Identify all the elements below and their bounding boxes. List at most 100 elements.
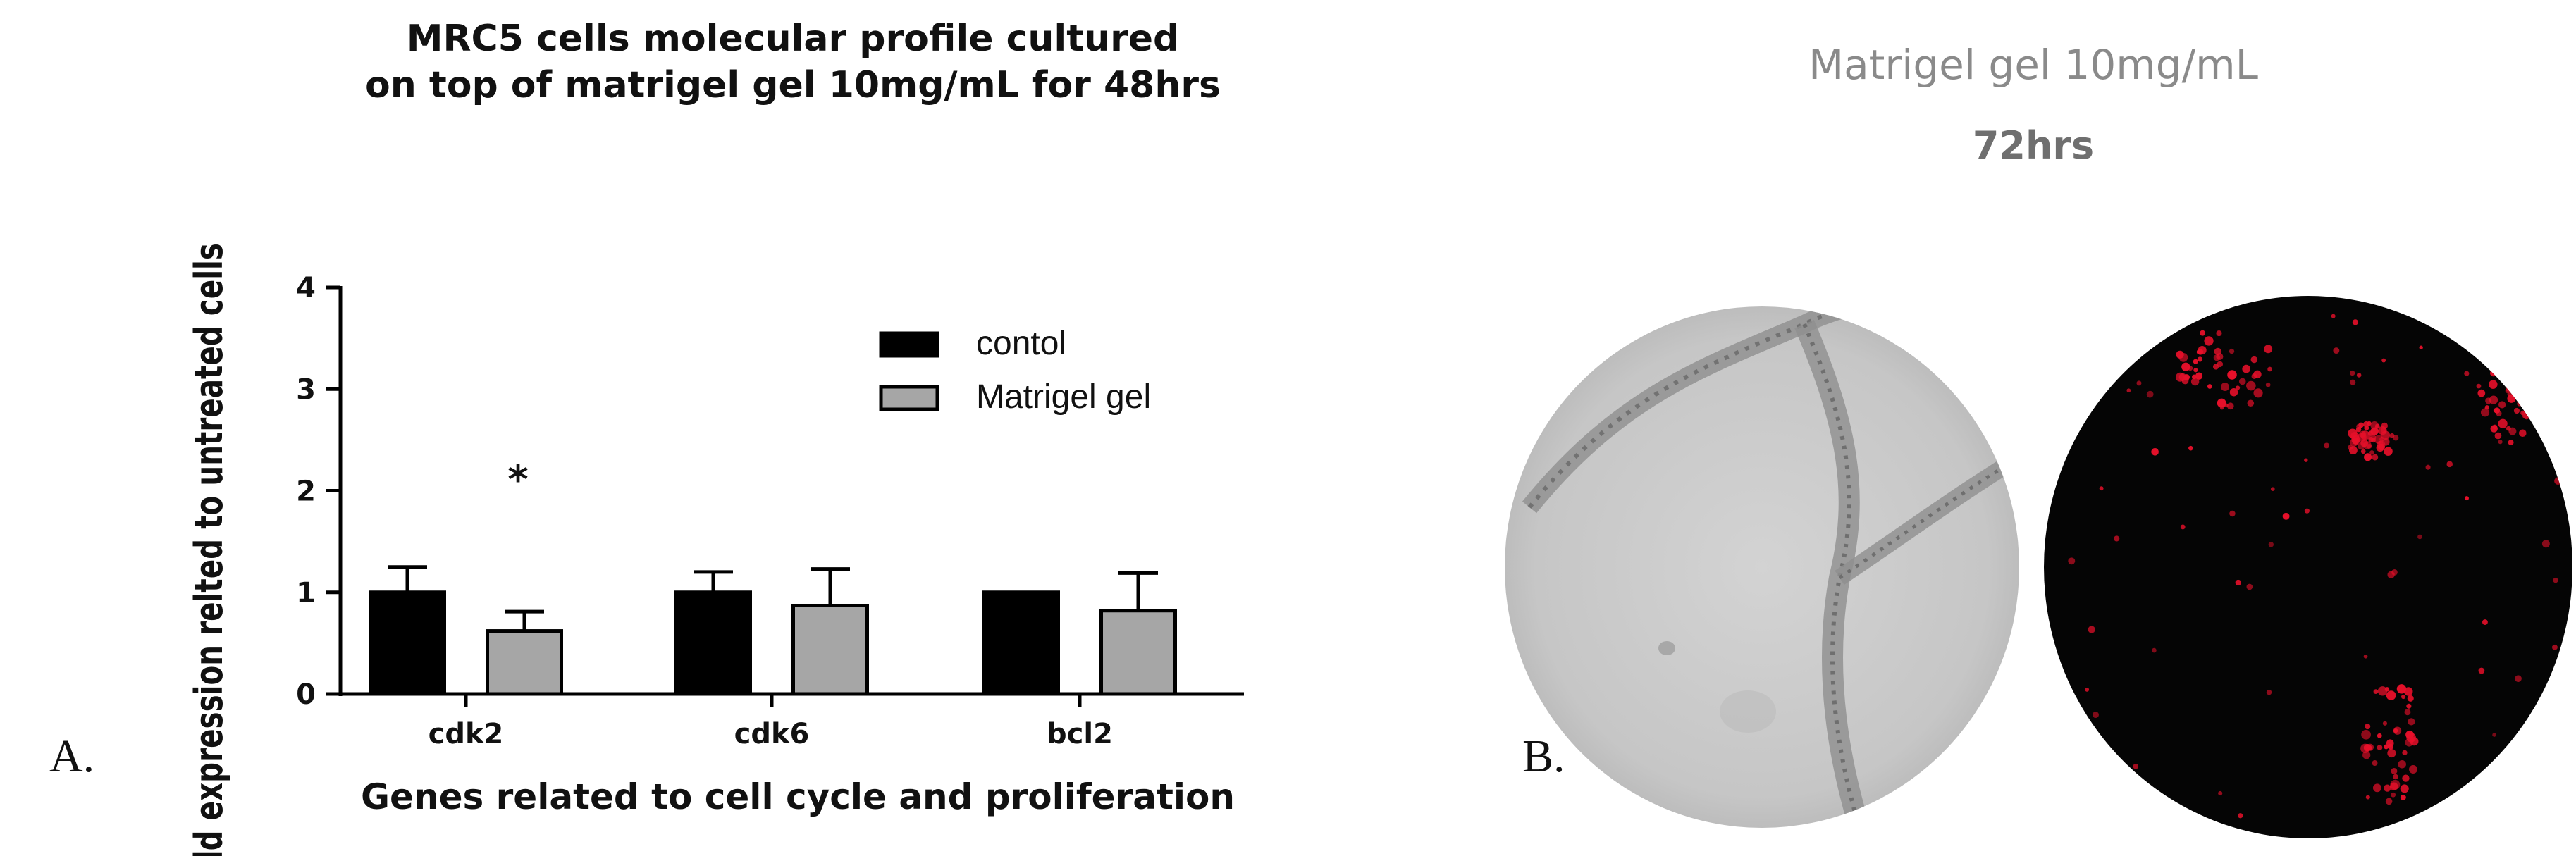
fluorescent-cell xyxy=(2406,703,2412,709)
fluorescent-cell xyxy=(2385,272,2390,277)
fluorescent-cell xyxy=(2136,304,2145,314)
fluorescent-cell xyxy=(2445,275,2449,279)
fluorescent-cell xyxy=(2265,382,2271,387)
fluorescent-cell xyxy=(2498,401,2506,409)
fluorescent-cell xyxy=(2361,729,2371,740)
fluorescent-cell xyxy=(2381,296,2391,297)
fluorescent-cell xyxy=(2391,792,2396,798)
fluorescent-cell xyxy=(2391,569,2398,576)
fluorescent-cell xyxy=(2519,368,2527,375)
fluorescent-cell xyxy=(2352,319,2358,325)
fluorescent-cell xyxy=(2369,434,2377,442)
fluorescent-cell xyxy=(2532,380,2542,390)
fluorescent-cell xyxy=(2384,296,2393,305)
fluorescent-cell xyxy=(2143,280,2152,290)
fluorescent-cell xyxy=(2363,654,2368,659)
fluorescent-cell xyxy=(2085,688,2090,692)
fluorescent-cell xyxy=(2157,285,2167,295)
panel-a-letter: A. xyxy=(49,731,94,782)
fluorescent-cell xyxy=(2159,296,2169,302)
fluorescent-cell xyxy=(2140,311,2147,318)
fluorescent-cell xyxy=(2442,267,2451,275)
fluorescent-cell xyxy=(2146,390,2154,398)
fluorescent-cell xyxy=(2417,534,2422,540)
fluorescent-cell xyxy=(2145,296,2155,297)
fluorescent-cell xyxy=(2522,410,2531,419)
fluorescent-cell xyxy=(2333,347,2340,354)
fluorescent-cell xyxy=(2196,349,2202,354)
fluorescent-cell xyxy=(2446,273,2453,280)
fluorescent-cell xyxy=(2402,280,2412,290)
fluorescent-cell xyxy=(2304,508,2310,514)
fluorescent-cell xyxy=(2377,287,2384,294)
fluorescent-cell xyxy=(2521,381,2531,391)
fluorescent-cell xyxy=(2144,296,2153,302)
chart-legend: contol Matrigel gel xyxy=(879,325,1151,416)
fluorescent-cell xyxy=(2363,744,2372,752)
fluorescent-cell xyxy=(2162,309,2167,314)
fluorescent-cell xyxy=(2396,684,2407,694)
fluorescent-cell xyxy=(2437,296,2446,304)
legend-swatch-control xyxy=(879,331,939,358)
fluorescent-cell xyxy=(2412,284,2416,288)
fluorescent-cell xyxy=(2352,438,2360,445)
fluorescent-cell xyxy=(2190,377,2200,386)
fluorescent-cell xyxy=(2229,510,2236,517)
fluorescent-cell xyxy=(2515,675,2522,683)
fluorescent-cell xyxy=(2152,298,2160,306)
fluorescent-cell xyxy=(2490,425,2498,433)
fluorescent-cell xyxy=(2147,276,2155,283)
fluorescent-cell xyxy=(2229,371,2234,376)
fluorescent-cell xyxy=(2212,364,2219,370)
fluorescent-cell xyxy=(2188,445,2193,451)
fluorescent-cell xyxy=(2221,383,2229,392)
bar-bcl2-control xyxy=(982,590,1060,696)
fluorescent-cell xyxy=(2400,784,2409,793)
fluorescent-cell xyxy=(2092,712,2099,719)
fluorescent-cell xyxy=(2251,373,2257,379)
bar-cdk2-control xyxy=(369,590,446,696)
fluorescent-cell xyxy=(2159,297,2167,304)
fluorescent-cell xyxy=(2159,296,2165,299)
fluorescent-cell xyxy=(2150,799,2157,806)
fluorescent-cell xyxy=(2152,287,2161,296)
fluorescent-cell xyxy=(2158,307,2167,316)
fluorescent-cell xyxy=(2554,477,2562,485)
fluorescent-cell xyxy=(2133,763,2139,769)
fluorescent-cell xyxy=(2384,447,2393,456)
fluorescent-cell xyxy=(2169,297,2178,305)
fluorescent-cell xyxy=(2387,749,2396,758)
fluorescent-cell xyxy=(2384,266,2391,273)
fluorescent-cell xyxy=(2535,382,2541,388)
fluorescent-cell xyxy=(2369,450,2374,455)
fluorescent-cell xyxy=(2238,378,2246,385)
fluorescent-cell xyxy=(2169,287,2174,292)
fluorescent-cell xyxy=(2386,739,2394,748)
fluorescent-cell xyxy=(2553,578,2558,583)
fluorescent-cell xyxy=(2520,399,2528,407)
fluorescent-cell xyxy=(2408,718,2415,726)
fluorescent-cell xyxy=(2324,442,2330,449)
fluorescent-cell xyxy=(2264,345,2273,354)
fluorescent-cell xyxy=(2546,383,2553,390)
fluorescent-cell xyxy=(2508,440,2514,446)
significance-star: * xyxy=(507,457,528,503)
fluorescent-cell xyxy=(2552,644,2558,650)
fluorescent-cell xyxy=(2402,774,2410,782)
fluorescent-cell xyxy=(2431,256,2438,263)
fluorescent-cell xyxy=(2381,358,2386,363)
fluorescent-cell xyxy=(2242,364,2251,373)
fluorescent-cell xyxy=(2379,436,2385,442)
fluorescent-cell xyxy=(2428,299,2434,306)
fluorescent-cell xyxy=(2088,626,2095,633)
fluorescent-cell xyxy=(2204,336,2214,346)
x-tick-label: cdk2 xyxy=(429,718,504,750)
fluorescent-cell xyxy=(2498,418,2508,428)
fluorescent-cell xyxy=(2393,774,2398,780)
fluorescent-cell xyxy=(2419,345,2423,349)
brightfield-field xyxy=(1505,306,2019,828)
fluorescent-cell xyxy=(2364,426,2369,430)
fluorescent-cell xyxy=(2397,266,2403,272)
fluorescent-cell xyxy=(2364,453,2372,461)
fluorescent-cell xyxy=(2088,331,2095,337)
